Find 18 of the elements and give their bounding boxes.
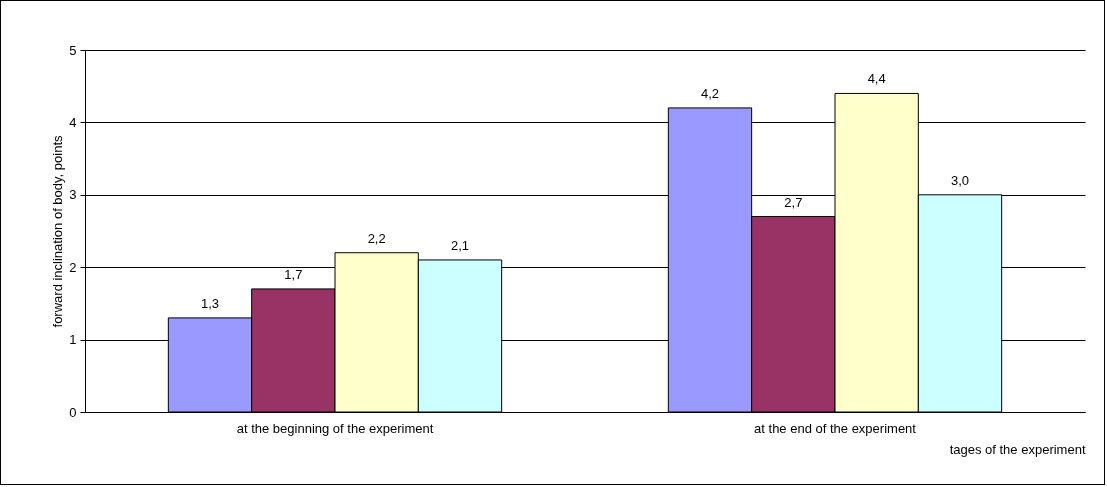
y-tick-label: 3 (69, 187, 77, 203)
y-tick-label: 5 (69, 42, 77, 58)
data-label: 1,7 (284, 266, 303, 282)
data-label: 1,3 (200, 295, 220, 311)
data-label: 2,7 (784, 194, 803, 210)
y-tick-label: 1 (69, 332, 77, 348)
data-label: 4,4 (867, 71, 886, 87)
y-tick-label: 2 (69, 259, 77, 275)
y-tick-label: 4 (69, 114, 77, 130)
data-label: 2,2 (367, 230, 386, 246)
x-tick-label: at the beginning of the experiment (236, 420, 434, 436)
data-label: 3,0 (950, 172, 970, 188)
data-label: 4,2 (700, 85, 720, 101)
data-label: 2,1 (450, 237, 470, 253)
y-tick-label: 0 (69, 404, 77, 420)
x-axis-title: tages of the experiment (949, 441, 1086, 457)
x-tick-label: at the end of the experiment (754, 420, 917, 436)
y-axis-title: forward inclination of body, points (50, 135, 66, 328)
